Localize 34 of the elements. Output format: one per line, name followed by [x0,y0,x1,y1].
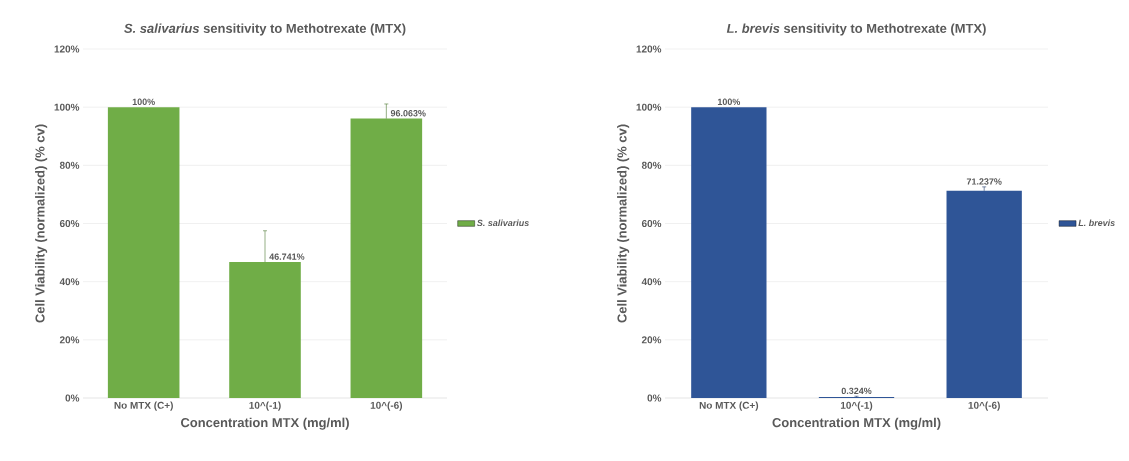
x-tick-label: No MTX (C+) [699,401,759,411]
data-label: 100% [717,98,741,105]
data-label: 71.237% [966,178,1002,185]
data-label: 100% [132,98,155,105]
y-tick-label: 40% [59,278,80,286]
y-tick-label: 60% [59,219,80,228]
y-tick-label: 100% [54,103,80,111]
y-axis-title: Cell Viability (normalized) (% cv) [617,124,630,323]
y-tick-label: 120% [636,45,662,53]
y-tick-label: 0% [65,394,80,402]
y-tick-label: 80% [641,161,662,169]
y-tick-label: 40% [641,278,662,286]
y-tick-label: 0% [647,394,662,402]
y-tick-label: 60% [641,219,662,228]
x-tick-label: 10^(-1) [249,401,281,411]
chart-title: S. salivarius sensitivity to Methotrexate (MTX) [124,23,406,36]
data-label: 96.063% [390,110,426,117]
legend-label: S. salivarius [476,219,529,227]
x-tick-label: 10^(-6) [370,401,403,411]
y-tick-label: 100% [636,103,662,111]
data-label: 46.741% [269,253,305,260]
legend-label: L. brevis [1078,219,1115,227]
y-axis-title: Cell Viability (normalized) (% cv) [35,124,48,323]
x-axis-title: Concentration MTX (mg/ml) [180,417,349,430]
y-tick-label: 80% [59,161,80,169]
y-tick-label: 20% [59,336,80,344]
chart-title: L. brevis sensitivity to Methotrexate (MTX) [726,23,986,36]
x-tick-label: 10^(-6) [968,401,1000,411]
x-tick-label: 10^(-1) [840,401,873,411]
x-axis-title: Concentration MTX (mg/ml) [772,417,941,430]
data-label: 0.324% [841,387,872,395]
y-tick-label: 20% [641,336,662,344]
y-tick-label: 120% [54,45,80,53]
x-tick-label: No MTX (C+) [114,401,173,411]
